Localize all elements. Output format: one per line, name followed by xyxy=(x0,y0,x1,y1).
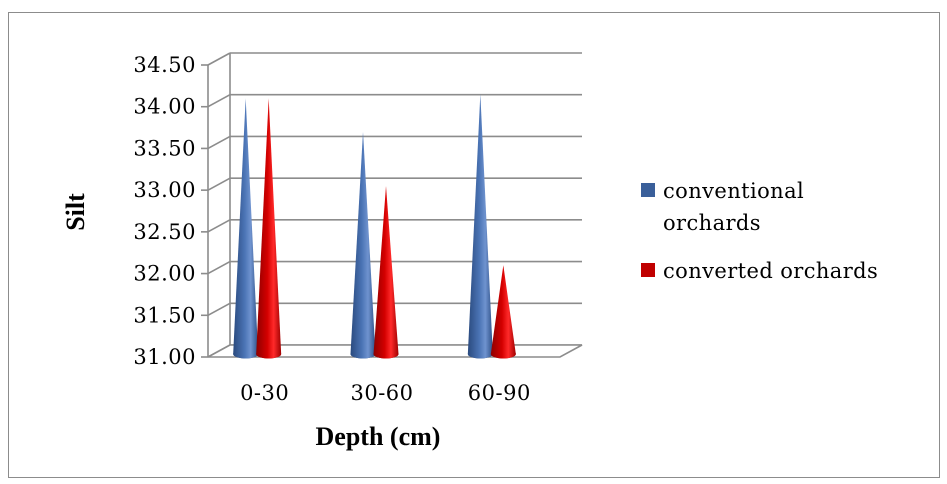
cone-series xyxy=(233,94,516,359)
cone-conventional-60-90 xyxy=(467,94,493,359)
gridline-side xyxy=(207,94,231,108)
gridline-side xyxy=(207,219,231,233)
cone-body xyxy=(350,131,376,359)
legend-label: orchards xyxy=(663,211,761,235)
gridline-side xyxy=(207,135,231,150)
gridline-side xyxy=(207,260,231,275)
cone-converted-30-60 xyxy=(373,185,399,359)
cone-converted-0-30 xyxy=(256,98,282,359)
legend-swatch xyxy=(641,263,655,277)
cone-body xyxy=(490,265,516,359)
x-axis-title: Depth (cm) xyxy=(316,422,441,451)
legend-label: conventional xyxy=(663,179,804,203)
y-axis-ticks: 31.00 31.50 32.00 32.50 33.00 33.50 34.00 34.50 xyxy=(133,53,208,369)
x-tick-label: 60-90 xyxy=(468,381,531,405)
y-tick-label: 34.00 xyxy=(133,95,196,119)
cone-conventional-30-60 xyxy=(350,131,376,359)
y-tick-label: 31.50 xyxy=(133,303,196,327)
x-axis-ticks: 0-30 30-60 60-90 xyxy=(240,381,531,405)
y-tick-label: 31.00 xyxy=(133,345,196,369)
y-tick-label: 33.50 xyxy=(133,136,196,160)
gridline-side xyxy=(207,302,231,316)
gridline-side xyxy=(207,177,231,191)
cone-body xyxy=(373,185,399,359)
y-tick-label: 32.50 xyxy=(133,220,196,244)
cone-converted-60-90 xyxy=(490,265,516,359)
y-tick-label: 33.00 xyxy=(133,178,196,202)
gridline-side xyxy=(207,52,231,66)
legend: conventional orchards converted orchards xyxy=(641,179,878,283)
x-tick-label: 0-30 xyxy=(240,381,289,405)
legend-label: converted orchards xyxy=(663,259,878,283)
cone-conventional-0-30 xyxy=(233,98,259,359)
y-axis-title: Silt xyxy=(61,193,90,231)
cone-body xyxy=(256,98,282,359)
cone-body xyxy=(233,98,259,359)
y-tick-label: 34.50 xyxy=(133,53,196,77)
y-tick-label: 32.00 xyxy=(133,262,196,286)
cone-body xyxy=(467,94,493,359)
legend-swatch xyxy=(641,183,655,197)
x-tick-label: 30-60 xyxy=(350,381,413,405)
